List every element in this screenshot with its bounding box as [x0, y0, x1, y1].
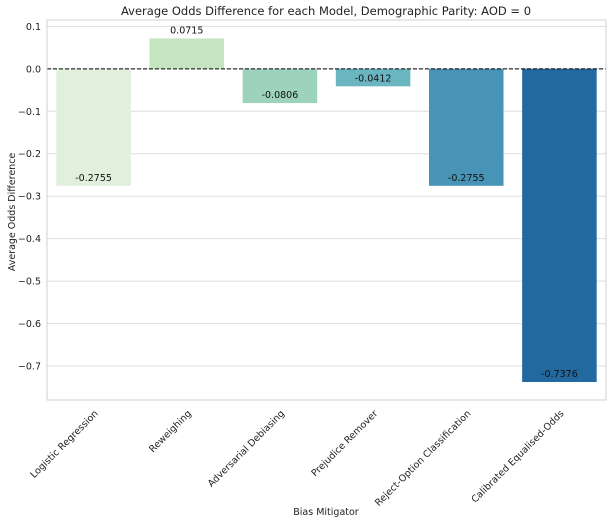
y-tick-label: −0.1	[18, 107, 41, 118]
bar	[335, 68, 411, 87]
y-tick-label: −0.7	[18, 362, 41, 373]
y-tick-label: 0.1	[26, 22, 41, 33]
x-tick-labels: Logistic Regression Reweighing Adversarial…	[28, 408, 566, 508]
x-axis-label: Bias Mitigator	[293, 507, 359, 518]
data-label: -0.7376	[541, 369, 578, 380]
y-axis-label: Average Odds Difference	[7, 153, 18, 272]
bars	[56, 38, 597, 382]
y-tick-label: 0.0	[26, 64, 41, 75]
y-tick-label: −0.6	[18, 319, 41, 330]
data-labels: -0.2755 0.0715 -0.0806 -0.0412 -0.2755 -0.737…	[75, 25, 578, 380]
y-tick-label: −0.2	[18, 149, 41, 160]
y-tick-labels: 0.1 0.0 −0.1 −0.2 −0.3 −0.4 −0.5 −0.6 −0.7	[18, 22, 41, 373]
x-tick-label: Adversarial Debiasing	[206, 408, 287, 489]
y-tick-label: −0.4	[18, 234, 41, 245]
x-tick-label: Reject-Option Classification	[373, 408, 473, 508]
data-label: -0.2755	[75, 173, 112, 184]
data-label: -0.2755	[448, 173, 485, 184]
data-label: 0.0715	[170, 25, 203, 36]
plot-frame	[46, 19, 607, 401]
x-tick-label: Calibrated Equalised-Odds	[469, 408, 566, 505]
y-tick-label: −0.3	[18, 192, 41, 203]
x-tick-label: Logistic Regression	[28, 408, 100, 480]
data-label: -0.0806	[262, 90, 299, 101]
bar	[522, 68, 597, 382]
data-label: -0.0412	[355, 73, 392, 84]
bar	[242, 68, 318, 104]
bar	[56, 68, 131, 186]
bar	[149, 38, 225, 69]
chart-title: Average Odds Difference for each Model, …	[121, 4, 531, 18]
bar	[428, 68, 504, 186]
x-tick-label: Reweighing	[147, 408, 194, 455]
x-tick-label: Prejudice Remover	[310, 408, 381, 479]
y-tick-label: −0.5	[18, 277, 41, 288]
